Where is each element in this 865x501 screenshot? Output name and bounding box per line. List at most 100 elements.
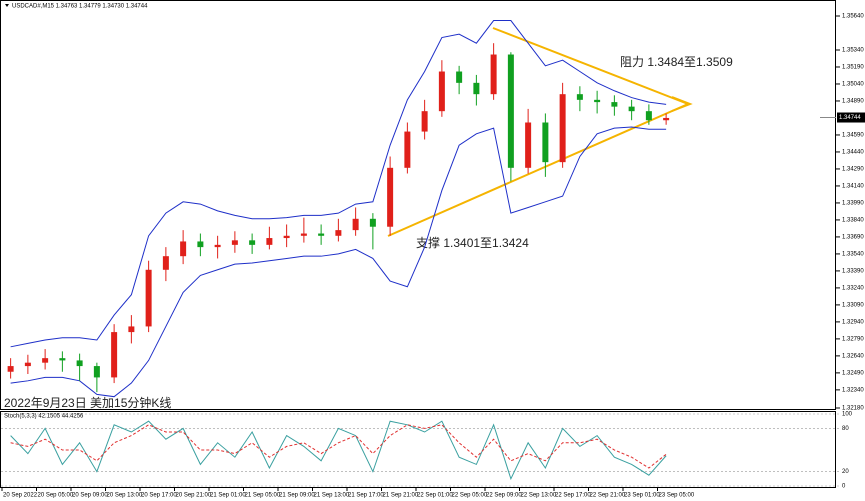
candle-body xyxy=(645,111,652,121)
x-tick-label: 22 Sep 21:00 xyxy=(590,493,626,499)
candle-body xyxy=(197,241,204,248)
candle-body xyxy=(628,106,635,112)
stoch-title: Stoch(5,3,3) 42.1505 44.4256 xyxy=(4,414,84,420)
candle-body xyxy=(576,94,583,100)
resistance-label: 阻力 1.3484至1.3509 xyxy=(620,55,733,69)
candle-body xyxy=(369,218,376,227)
candle-body xyxy=(421,111,428,132)
y-tick-label: 1.32790 xyxy=(842,336,864,342)
support-label: 支撑 1.3401至1.3424 xyxy=(416,235,529,250)
candle-body xyxy=(180,241,187,257)
candle-body xyxy=(335,230,342,236)
x-tick-label: 23 Sep 05:00 xyxy=(659,493,695,499)
x-tick-label: 23 Sep 01:00 xyxy=(624,493,660,499)
x-tick-label: 21 Sep 05:00 xyxy=(245,493,281,499)
candle-body xyxy=(473,82,480,95)
candle-body xyxy=(525,122,532,168)
y-tick-label: 1.34890 xyxy=(842,99,864,105)
y-tick-label: 1.32940 xyxy=(842,319,864,325)
x-tick-label: 20 Sep 05:00 xyxy=(38,493,74,499)
x-tick-label: 22 Sep 17:00 xyxy=(555,493,591,499)
y-tick-label: 1.34590 xyxy=(842,133,864,139)
candle-body xyxy=(231,240,238,245)
candle-body xyxy=(283,235,290,239)
stoch-tick-label: 20 xyxy=(842,469,849,475)
candle-body xyxy=(300,233,307,236)
x-tick-label: 21 Sep 01:00 xyxy=(210,493,246,499)
candle-body xyxy=(145,269,152,327)
icon xyxy=(5,4,9,7)
y-tick-label: 1.33990 xyxy=(842,201,864,207)
x-tick-label: 20 Sep 17:00 xyxy=(141,493,177,499)
band-lower xyxy=(10,126,667,398)
y-tick-label: 1.32640 xyxy=(842,353,864,359)
y-tick-label: 1.32490 xyxy=(842,370,864,376)
y-tick-label: 1.35040 xyxy=(842,82,864,88)
x-tick-label: 21 Sep 13:00 xyxy=(314,493,350,499)
x-tick-label: 22 Sep 01:00 xyxy=(417,493,453,499)
candle-body xyxy=(542,122,549,163)
last-price-box xyxy=(837,112,865,123)
candle-body xyxy=(663,117,670,121)
candle-body xyxy=(611,102,618,107)
y-tick-label: 1.32180 xyxy=(842,406,864,412)
candle-body xyxy=(507,54,514,168)
candle-body xyxy=(318,233,325,236)
x-tick-label: 20 Sep 13:00 xyxy=(107,493,143,499)
candle-body xyxy=(76,360,83,367)
y-tick-label: 1.35640 xyxy=(842,14,864,20)
y-tick-label: 1.33690 xyxy=(842,235,864,241)
candle-body xyxy=(7,366,14,372)
candle-body xyxy=(24,362,31,367)
x-tick-label: 22 Sep 09:00 xyxy=(486,493,522,499)
main-panel xyxy=(0,0,836,410)
candle-body xyxy=(93,366,100,378)
stoch-line xyxy=(10,420,667,481)
candle-body xyxy=(128,326,135,333)
candle-body xyxy=(352,218,359,231)
y-tick-label: 1.32340 xyxy=(842,387,864,393)
support-line xyxy=(387,103,689,237)
x-tick-label: 22 Sep 05:00 xyxy=(452,493,488,499)
candle-body xyxy=(249,240,256,245)
y-tick-label: 1.33390 xyxy=(842,268,864,274)
y-tick-label: 1.35340 xyxy=(842,48,864,54)
y-tick-label: 1.34290 xyxy=(842,167,864,173)
y-tick-label: 1.33840 xyxy=(842,218,864,224)
candle-body xyxy=(162,256,169,270)
chart-title: USDCAD#,M15 1.34763 1.34779 1.34730 1.34… xyxy=(12,4,148,10)
resistance-line xyxy=(492,27,689,105)
x-tick-label: 20 Sep 09:00 xyxy=(72,493,108,499)
y-tick-label: 1.35190 xyxy=(842,65,864,71)
stoch-tick-label: 80 xyxy=(842,426,849,432)
x-tick-label: 21 Sep 21:00 xyxy=(383,493,419,499)
candle-body xyxy=(559,94,566,163)
stoch-tick-label: 0 xyxy=(842,484,846,490)
x-tick-label: 21 Sep 09:00 xyxy=(279,493,315,499)
candle-body xyxy=(111,332,118,378)
x-tick-label: 20 Sep 2022 xyxy=(3,493,38,499)
y-tick-label: 1.34140 xyxy=(842,184,864,190)
stoch-panel xyxy=(0,411,836,488)
band-upper xyxy=(10,20,667,348)
candle-body xyxy=(214,244,221,248)
candle-body xyxy=(490,54,497,95)
triangle xyxy=(387,27,693,237)
x-tick-label: 22 Sep 13:00 xyxy=(521,493,557,499)
x-tick-label: 21 Sep 17:00 xyxy=(348,493,384,499)
stoch-line xyxy=(10,424,667,469)
y-tick-label: 1.34440 xyxy=(842,150,864,156)
candle-body xyxy=(266,238,273,245)
candle-body xyxy=(404,131,411,168)
candle-body xyxy=(438,71,445,112)
candle-body xyxy=(387,167,394,227)
y-tick-label: 1.33090 xyxy=(842,302,864,308)
candle-body xyxy=(59,358,66,361)
y-tick-label: 1.33240 xyxy=(842,285,864,291)
caption: 2022年9月23日 美加15分钟K线 xyxy=(4,395,171,410)
candle-body xyxy=(456,71,463,83)
candle-body xyxy=(42,358,49,363)
stoch-tick-label: 100 xyxy=(842,412,853,418)
arrow-head xyxy=(671,96,693,112)
